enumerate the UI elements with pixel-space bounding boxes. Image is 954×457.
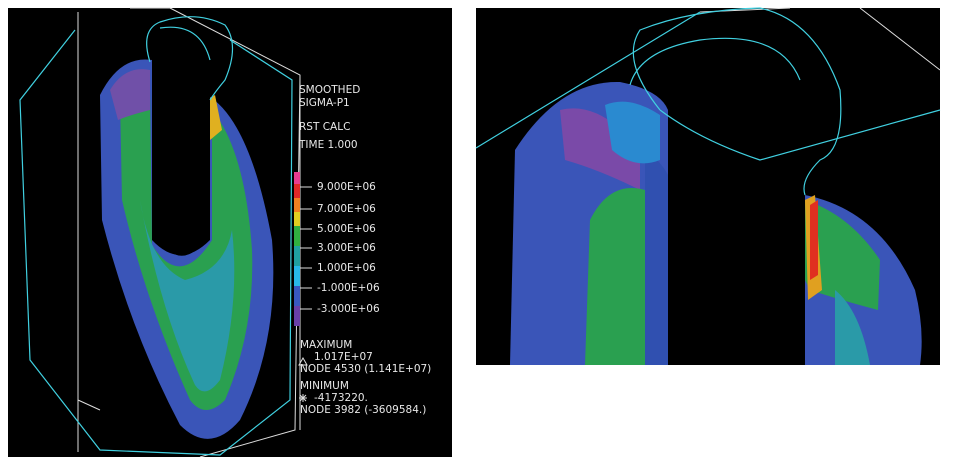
legend-label: 3.000E+06: [317, 242, 376, 254]
header-line: SMOOTHED: [299, 84, 360, 96]
color-scale: [294, 172, 300, 326]
legend-label: 1.000E+06: [317, 262, 376, 274]
legend-label: 9.000E+06: [317, 181, 376, 193]
legend-label: -3.000E+06: [317, 303, 380, 315]
header-line: SIGMA-P1: [299, 97, 350, 109]
header-line: TIME 1.000: [298, 139, 358, 151]
max-node: NODE 4530 (1.141E+07): [300, 363, 431, 375]
min-value: -4173220.: [314, 392, 368, 404]
min-title: MINIMUM: [300, 380, 349, 392]
min-node: NODE 3982 (-3609584.): [300, 404, 426, 416]
legend-label: 5.000E+06: [317, 223, 376, 235]
figure: SMOOTHEDSIGMA-P1 RST CALC TIME 1.000 9.000E…: [0, 0, 954, 457]
header-line: RST CALC: [299, 121, 350, 133]
page: SMOOTHEDSIGMA-P1 RST CALC TIME 1.000 9.000E…: [0, 0, 954, 457]
max-value: 1.017E+07: [314, 351, 373, 363]
legend-label: -1.000E+06: [317, 282, 380, 294]
min-icon: [299, 394, 307, 402]
max-title: MAXIMUM: [300, 339, 352, 351]
legend-label: 7.000E+06: [317, 203, 376, 215]
